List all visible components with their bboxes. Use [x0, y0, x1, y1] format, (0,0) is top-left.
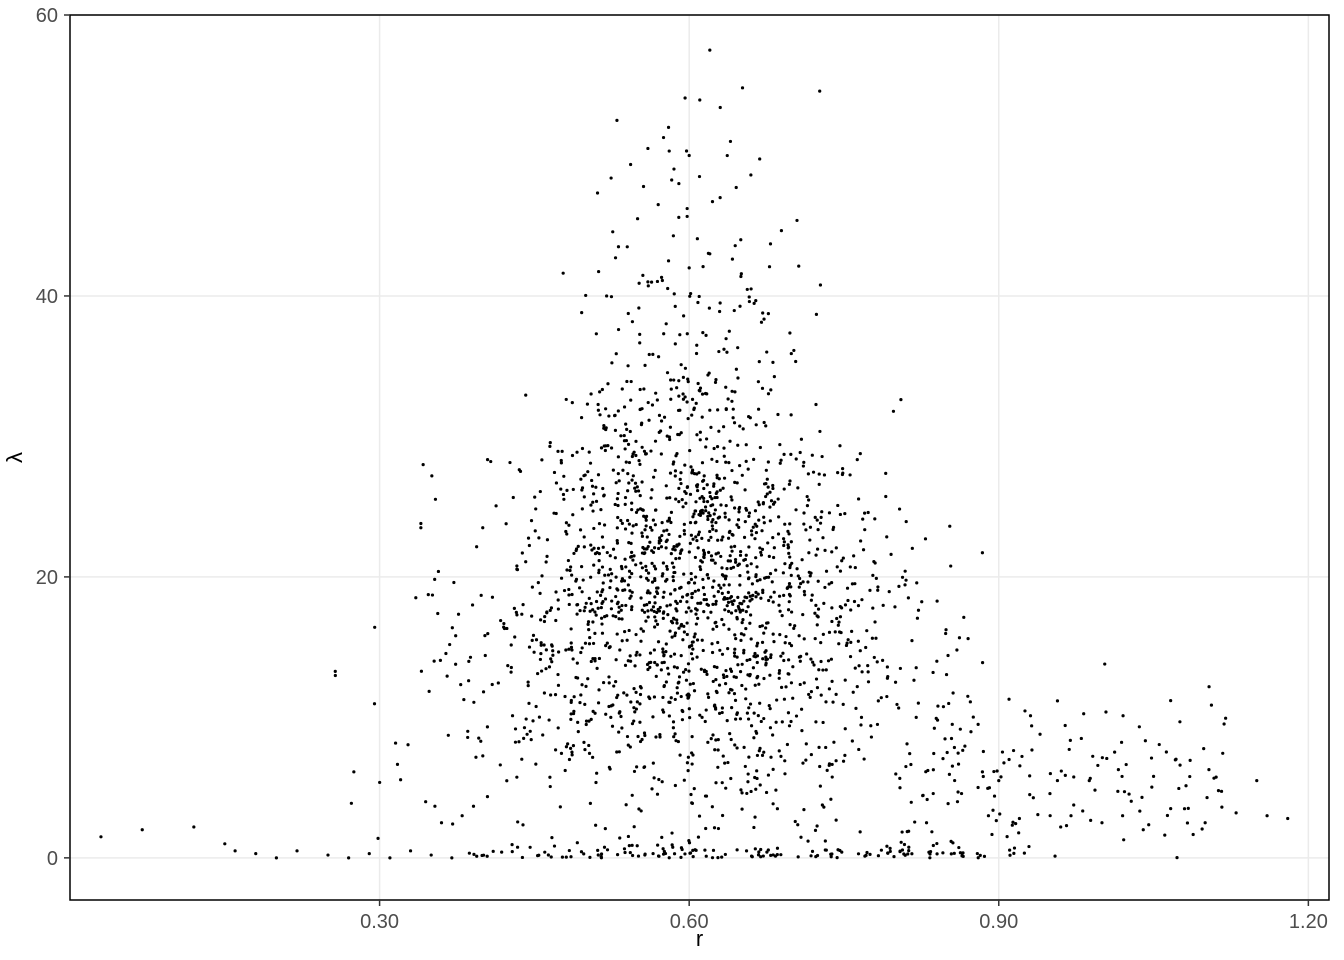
y-tick-label: 60 — [36, 5, 58, 27]
x-tick-label: 1.20 — [1289, 911, 1328, 933]
x-tick-label: 0.30 — [360, 911, 399, 933]
x-axis-label: r — [696, 926, 703, 951]
x-tick-label: 0.90 — [979, 911, 1018, 933]
y-axis-label: λ — [2, 452, 27, 463]
y-tick-label: 40 — [36, 286, 58, 308]
y-tick-label: 0 — [47, 848, 58, 870]
scatter-chart: 0.300.600.901.200204060rλ — [0, 0, 1344, 960]
y-tick-label: 20 — [36, 567, 58, 589]
chart-svg: 0.300.600.901.200204060rλ — [0, 0, 1344, 960]
